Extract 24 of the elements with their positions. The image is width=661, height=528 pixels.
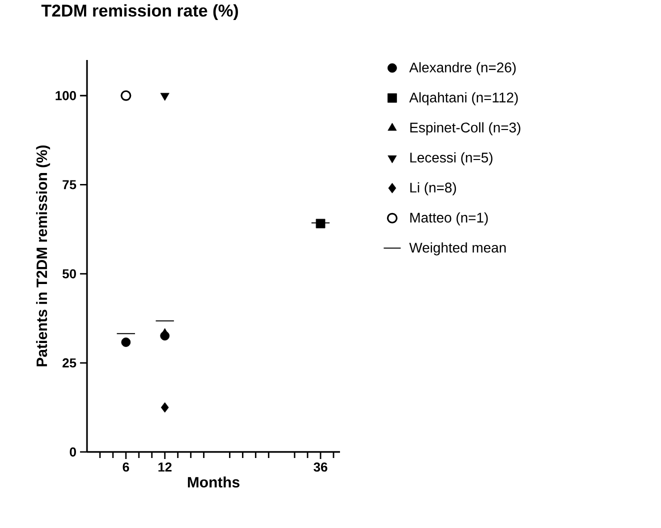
- legend-label: Li (n=8): [410, 182, 456, 196]
- y-tick-label: 50: [62, 269, 76, 278]
- x-tick-label: 36: [314, 462, 328, 472]
- y-tick-label: 25: [62, 358, 76, 368]
- y-tick-label: 100: [56, 91, 76, 100]
- x-tick-label: 12: [158, 462, 172, 472]
- legend-label: Alqahtani (n=112): [409, 92, 518, 106]
- legend-label: Matteo (n=1): [410, 212, 488, 226]
- legend-label: Lecessi (n=5): [410, 152, 492, 166]
- point: [160, 402, 169, 413]
- chart-title: T2DM remission rate (%): [41, 4, 238, 20]
- point: [121, 338, 131, 347]
- x-tick-label: 6: [122, 462, 130, 472]
- y-axis-title: Patients in T2DM remission (%): [36, 145, 50, 366]
- legend-label: Weighted mean: [409, 242, 506, 256]
- point: [160, 328, 170, 336]
- legend-label: Espinet-Coll (n=3): [410, 122, 520, 136]
- x-axis-title: Months: [188, 476, 240, 488]
- legend-label: Alexandre (n=26): [409, 62, 516, 76]
- point: [160, 92, 170, 101]
- y-tick-label: 0: [70, 447, 76, 457]
- point: [316, 218, 326, 228]
- point: [120, 90, 132, 101]
- y-tick-label: 75: [62, 180, 76, 190]
